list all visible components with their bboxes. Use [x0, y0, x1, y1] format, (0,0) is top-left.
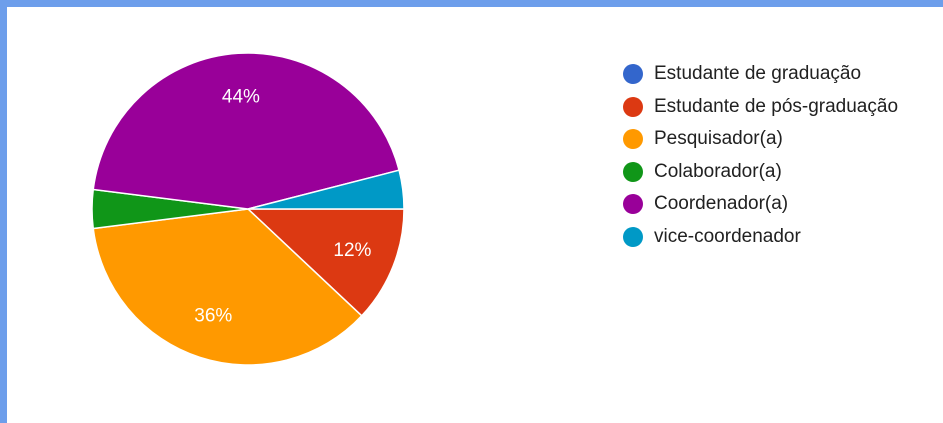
legend: Estudante de graduação Estudante de pós-…: [623, 58, 898, 253]
legend-item-coordenador[interactable]: Coordenador(a): [623, 188, 898, 221]
pie-slice-label: 12%: [333, 240, 371, 261]
pie-slice-pesquisador-a[interactable]: [92, 208, 363, 366]
legend-label: vice-coordenador: [654, 225, 801, 247]
legend-label: Estudante de graduação: [654, 63, 862, 85]
legend-swatch: [623, 64, 643, 85]
legend-label: Colaborador(a): [654, 160, 782, 182]
legend-item-pesquisador[interactable]: Pesquisador(a): [623, 123, 898, 156]
legend-item-vice-coordenador[interactable]: vice-coordenador: [623, 221, 898, 254]
legend-item-estudante-graduacao[interactable]: Estudante de graduação: [623, 58, 898, 91]
pie-slice-label: 36%: [194, 305, 232, 326]
legend-label: Estudante de pós-graduação: [654, 95, 899, 117]
pie-slice-label: 44%: [222, 86, 260, 107]
legend-item-colaborador[interactable]: Colaborador(a): [623, 156, 898, 189]
pie-slice-coordenador-a[interactable]: [92, 52, 401, 210]
pie-slice-estudante-de-p-s-gradua-o[interactable]: [246, 208, 405, 317]
legend-label: Pesquisador(a): [654, 128, 783, 150]
pie-chart: 12% 36% 44%: [91, 52, 405, 366]
legend-swatch: [623, 96, 643, 117]
legend-label: Coordenador(a): [654, 193, 789, 215]
legend-swatch: [623, 194, 643, 215]
legend-swatch: [623, 129, 643, 150]
legend-swatch: [623, 161, 643, 182]
legend-item-estudante-pos-graduacao[interactable]: Estudante de pós-graduação: [623, 91, 898, 124]
legend-swatch: [623, 226, 643, 247]
pie-slice-vice-coordenador[interactable]: [247, 169, 405, 210]
